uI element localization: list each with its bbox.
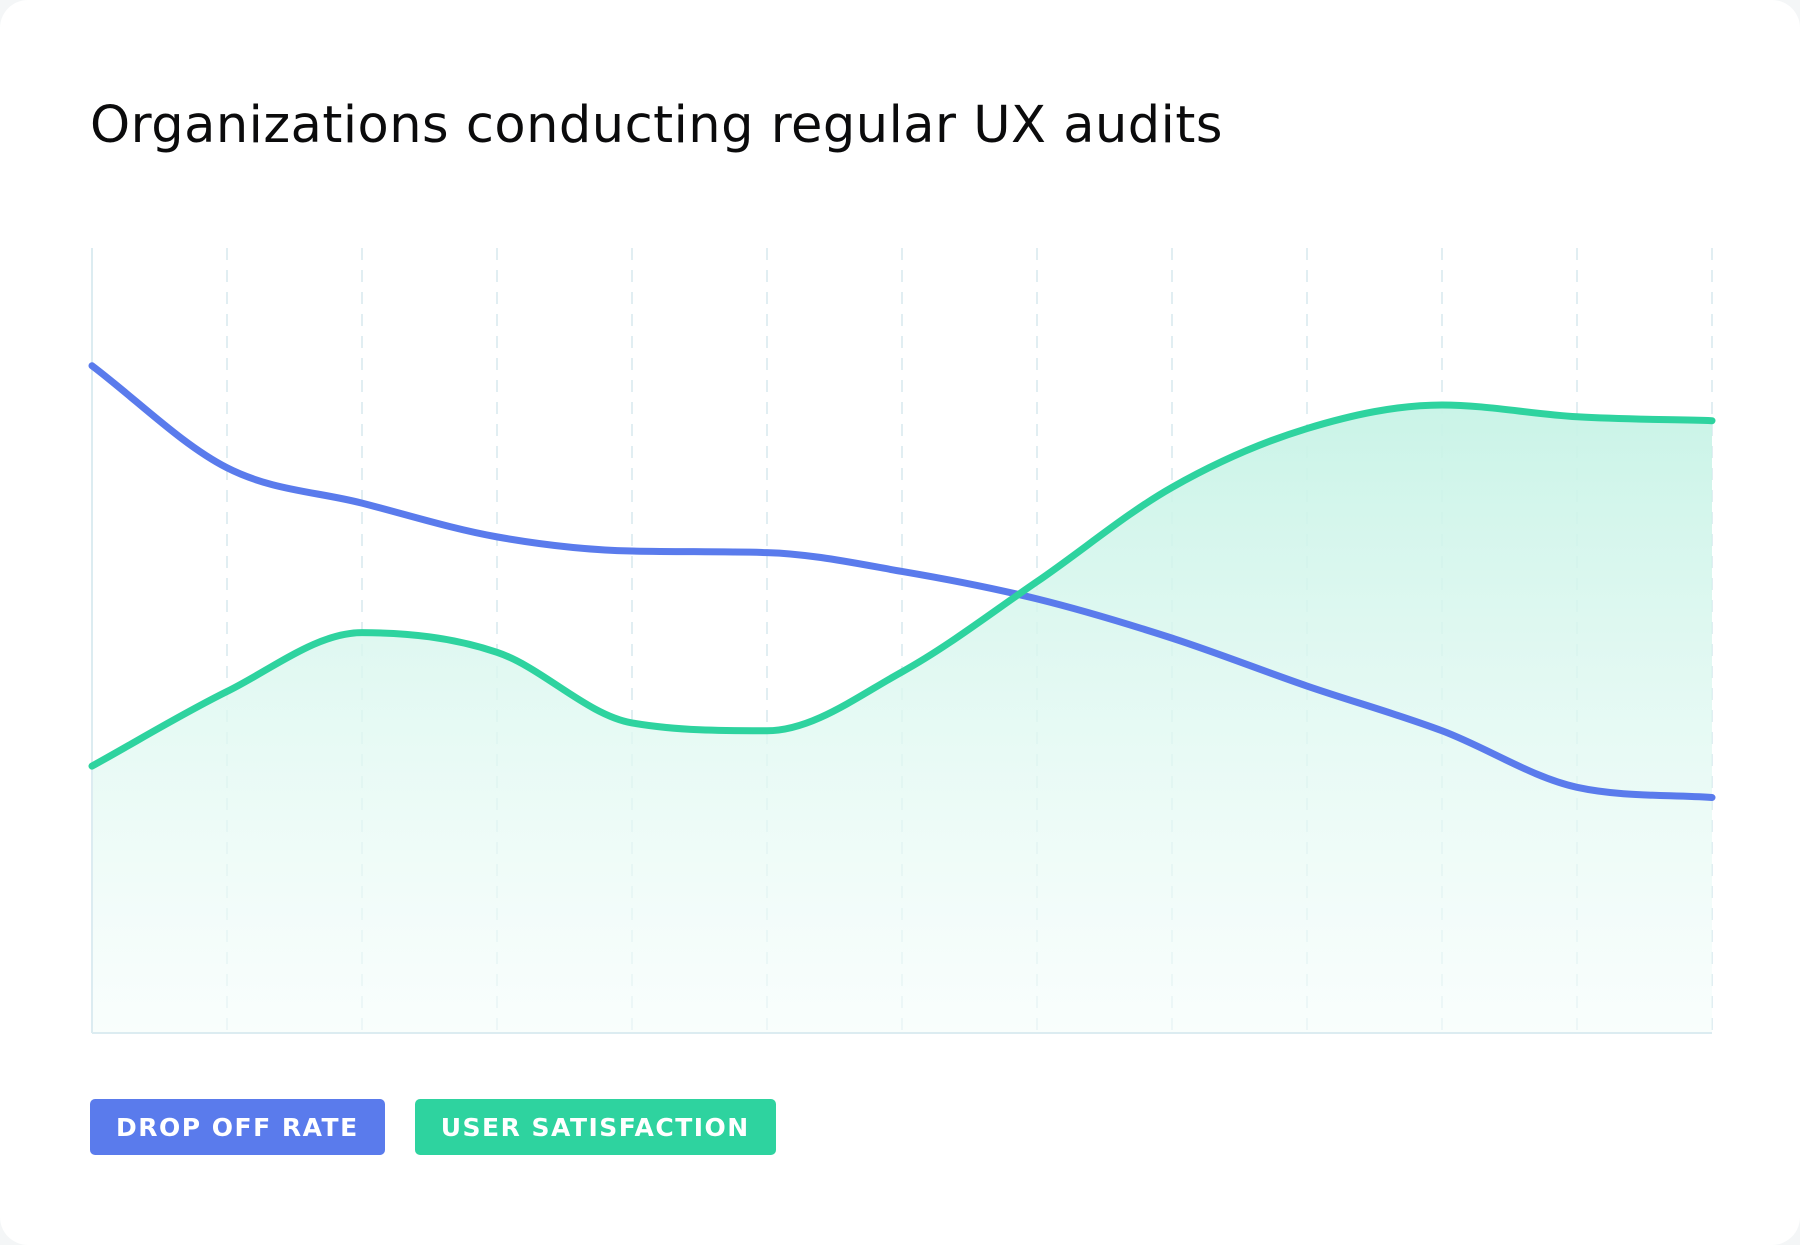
legend-user-satisfaction[interactable]: USER SATISFACTION xyxy=(414,1099,776,1155)
series-line-drop-off-rate xyxy=(88,362,1716,801)
legend: DROP OFF RATE USER SATISFACTION xyxy=(90,1099,776,1155)
axes xyxy=(91,248,1712,1034)
legend-drop-off-rate[interactable]: DROP OFF RATE xyxy=(90,1099,385,1155)
series-line-user-satisfaction xyxy=(88,401,1716,770)
chart-title: Organizations conducting regular UX audi… xyxy=(90,96,1223,155)
area-fill-user-satisfaction xyxy=(92,405,1712,1033)
area-fills xyxy=(92,405,1712,1033)
series-lines xyxy=(88,362,1716,801)
